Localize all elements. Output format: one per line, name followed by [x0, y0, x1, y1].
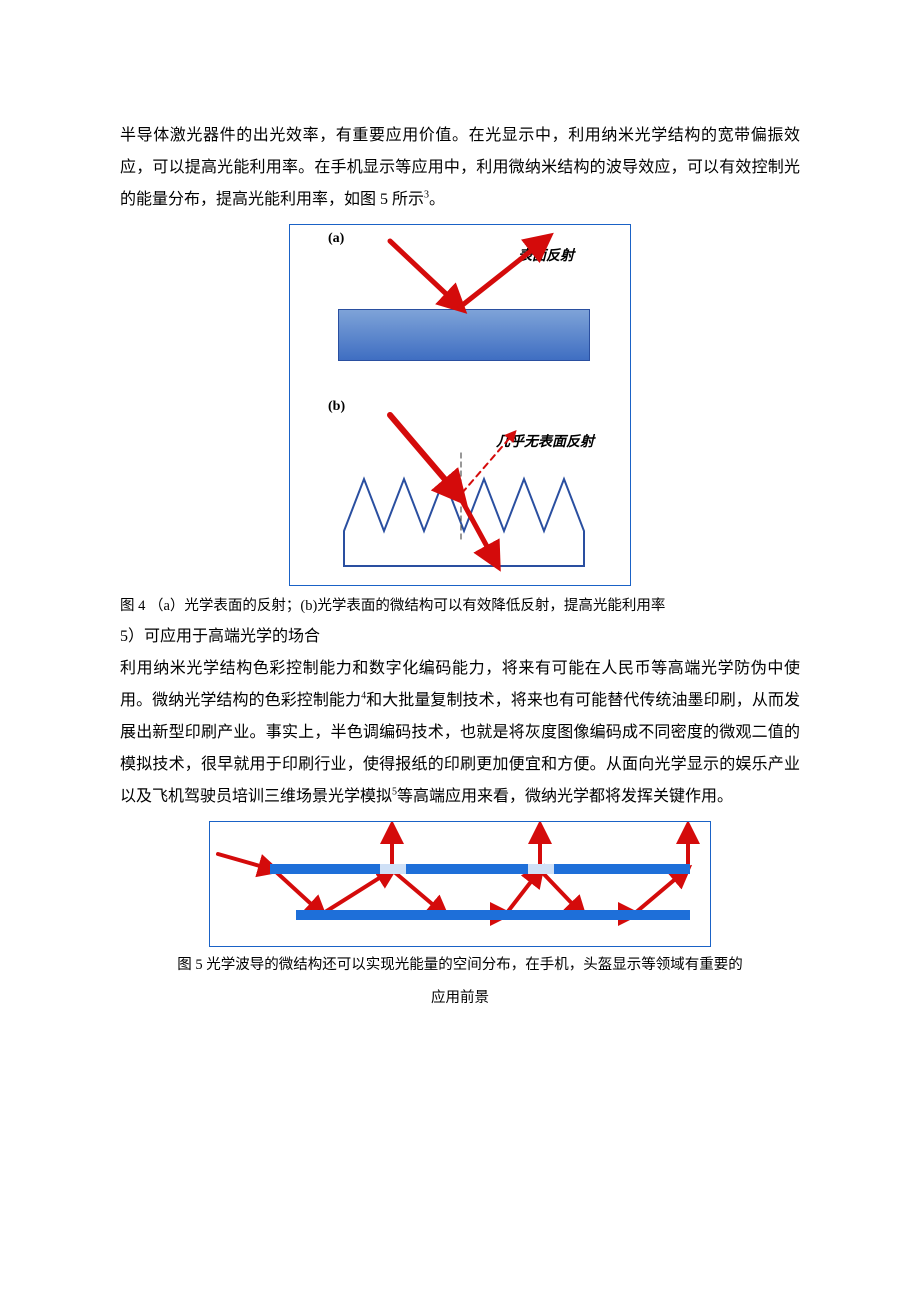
section-5-heading: 5）可应用于高端光学的场合: [120, 621, 800, 653]
waveguide-bottom: [296, 910, 690, 920]
para2-text-c: 等高端应用来看，微纳光学都将发挥关键作用。: [397, 788, 733, 805]
figure-5-inner: [210, 822, 710, 946]
figure-5-caption-line1: 图 5 光学波导的微结构还可以实现光能量的空间分布，在手机，头盔显示等领域有重要…: [120, 951, 800, 980]
panel-a-arrows: [300, 231, 620, 391]
waveguide-top-slot: [528, 864, 554, 874]
paragraph-2: 利用纳米光学结构色彩控制能力和数字化编码能力，将来有可能在人民币等高端光学防伪中…: [120, 653, 800, 813]
waveguide-top-segment: [406, 864, 528, 874]
figure-5-caption-line2: 应用前景: [120, 984, 800, 1013]
figure-5: [209, 821, 711, 947]
figure-4-panel-b: (b) 几乎无表面反射: [300, 391, 620, 581]
figure-5-arrows: [210, 822, 710, 946]
paragraph-1: 半导体激光器件的出光效率，有重要应用价值。在光显示中，利用纳米光学结构的宽带偏振…: [120, 120, 800, 216]
waveguide-top-segment: [554, 864, 690, 874]
panel-a-arrow-group: [390, 239, 546, 307]
waveguide-top-slot: [380, 864, 406, 874]
para1-text-b: 。: [429, 191, 445, 208]
waveguide-top-segment: [270, 864, 380, 874]
figure-4-caption: 图 4 （a）光学表面的反射；(b)光学表面的微结构可以有效降低反射，提高光能利…: [120, 592, 800, 621]
figure-4-panel-a: (a) 表面反射: [300, 231, 620, 391]
figure-4: (a) 表面反射 (b) 几乎无表面反射: [289, 224, 631, 586]
figure-4-inner: (a) 表面反射 (b) 几乎无表面反射: [290, 225, 630, 585]
panel-b-svg: [300, 391, 620, 581]
document-page: 半导体激光器件的出光效率，有重要应用价值。在光显示中，利用纳米光学结构的宽带偏振…: [0, 0, 920, 1073]
para1-text-a: 半导体激光器件的出光效率，有重要应用价值。在光显示中，利用纳米光学结构的宽带偏振…: [120, 127, 800, 208]
